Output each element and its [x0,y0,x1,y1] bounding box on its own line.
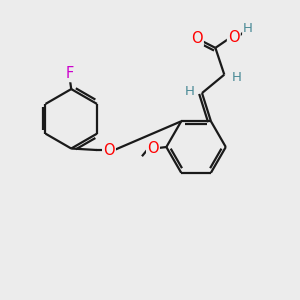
Text: H: H [184,85,194,98]
Text: O: O [228,30,240,45]
Text: H: H [243,22,253,35]
Text: O: O [147,141,159,156]
Text: F: F [66,66,74,81]
Text: H: H [232,70,242,83]
Text: O: O [191,31,203,46]
Text: O: O [103,142,115,158]
